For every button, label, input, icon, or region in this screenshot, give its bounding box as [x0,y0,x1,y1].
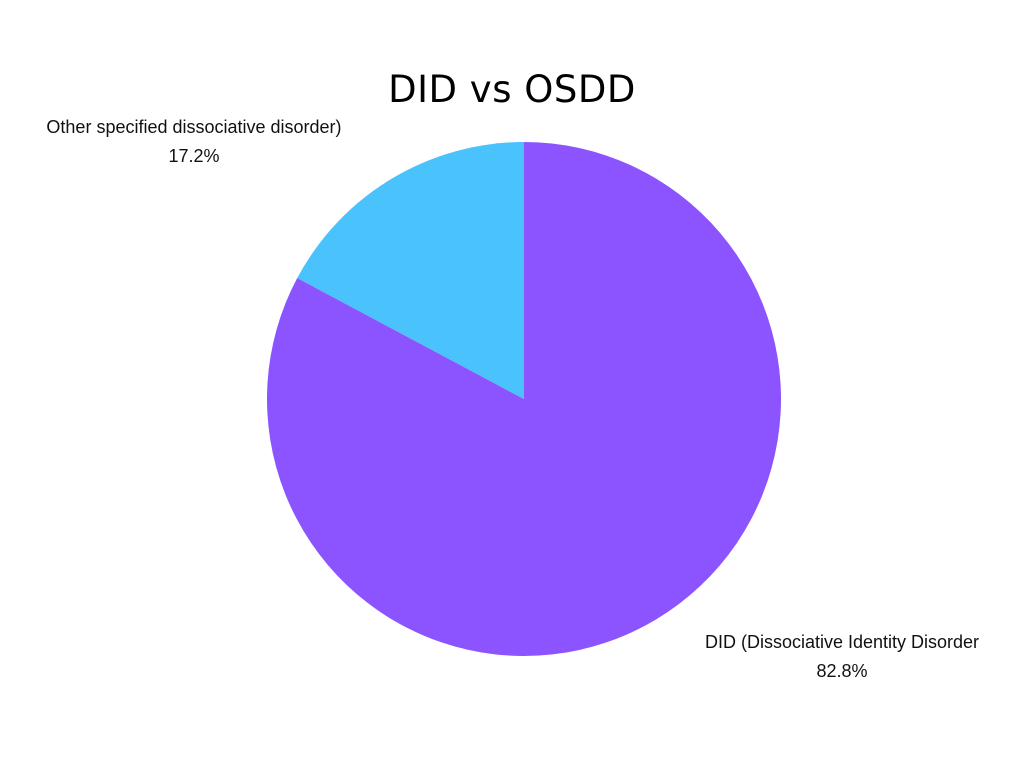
slice-label-did: DID (Dissociative Identity Disorder 82.8… [678,628,1006,686]
slice-label-osdd-value: 17.2% [168,146,220,166]
slice-label-did-name: DID (Dissociative Identity Disorder [704,632,980,652]
slice-label-osdd-name: Other specified dissociative disorder) [46,117,342,137]
pie-slice-osdd [297,142,524,399]
pie-slices [267,142,782,656]
slice-label-osdd: Other specified dissociative disorder) 1… [18,113,370,171]
slice-label-did-value: 82.8% [816,661,868,681]
chart-title: DID vs OSDD [388,68,636,111]
